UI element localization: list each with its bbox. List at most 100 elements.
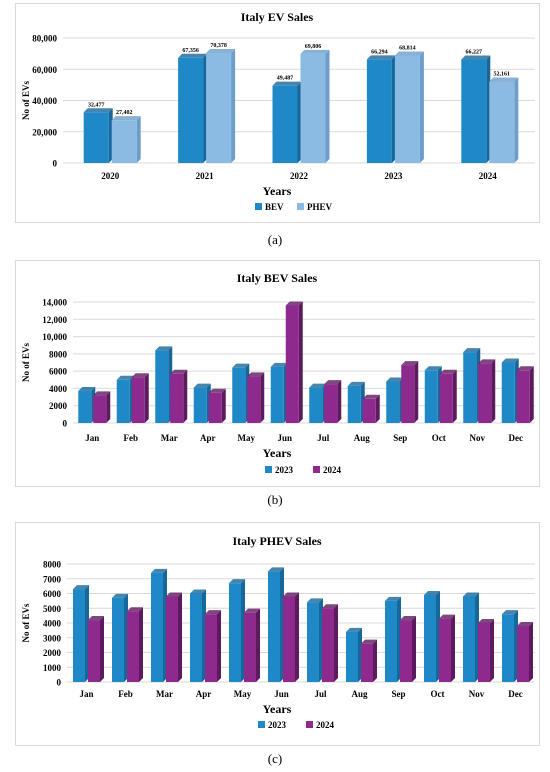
bar-top	[166, 592, 182, 597]
bar-bev-2022	[272, 85, 298, 163]
bar-top	[78, 387, 96, 392]
y-tick-label: 6000	[43, 589, 62, 599]
bar-top	[309, 383, 327, 388]
bar-side	[452, 369, 457, 423]
legend-label: 2024	[323, 465, 342, 475]
bar-top	[347, 381, 365, 386]
bar-side	[529, 366, 534, 423]
bar-top	[111, 116, 141, 121]
x-tick-label: 2024	[479, 171, 498, 181]
x-tick-label: Sep	[393, 433, 407, 443]
bar-2023-oct	[424, 594, 436, 682]
bar-2023-may	[229, 583, 241, 682]
data-label: 66,294	[371, 49, 388, 55]
bar-2023-dec	[501, 362, 515, 423]
y-tick-label: 10,000	[42, 332, 67, 342]
bar-top	[361, 639, 377, 644]
legend-label: 2023	[268, 720, 287, 730]
bar-top	[247, 372, 265, 377]
bar-2024-jan	[93, 395, 107, 423]
bar-2023-dec	[502, 614, 514, 682]
bar-side	[106, 391, 111, 423]
x-tick-label: 2023	[384, 171, 403, 181]
bar-side	[325, 49, 330, 163]
legend-swatch	[265, 466, 272, 473]
data-label: 70,378	[210, 43, 227, 49]
x-tick-label: Jun	[277, 433, 292, 443]
bar-top	[502, 610, 518, 615]
x-tick-label: Apr	[200, 433, 216, 443]
bar-2024-nov	[478, 623, 490, 682]
bar-top	[517, 621, 533, 626]
y-tick-label: 4000	[49, 384, 68, 394]
x-tick-label: Jan	[79, 689, 93, 699]
bar-top	[366, 55, 396, 60]
x-tick-label: Jan	[85, 433, 99, 443]
bar-top	[516, 366, 534, 371]
bar-side	[419, 51, 424, 163]
y-tick-label: 1000	[43, 663, 62, 673]
bar-2024-nov	[478, 363, 492, 423]
bar-2024-feb	[127, 611, 139, 682]
bar-top	[112, 593, 128, 598]
bar-2023-jul	[309, 387, 323, 423]
bar-2024-jun	[283, 596, 295, 682]
bar-2024-oct	[439, 373, 453, 423]
bar-bev-2023	[366, 59, 392, 163]
bar-phev-2020	[111, 120, 137, 163]
bar-side	[529, 621, 533, 682]
x-tick-label: Mar	[161, 433, 178, 443]
bar-top	[283, 592, 299, 597]
bar-2024-oct	[439, 618, 451, 682]
x-tick-label: Aug	[351, 689, 368, 699]
bar-2023-jan	[78, 391, 92, 423]
bar-2023-mar	[151, 572, 163, 682]
x-tick-label: Mar	[156, 689, 173, 699]
bar-2023-aug	[346, 631, 358, 682]
bar-side	[414, 361, 419, 423]
bar-2023-feb	[116, 379, 130, 423]
bar-side	[260, 372, 265, 423]
bar-bev-2024	[461, 59, 487, 164]
bar-top	[193, 383, 211, 388]
y-tick-label: 14,000	[42, 298, 67, 308]
bar-side	[491, 359, 496, 423]
bar-2023-apr	[190, 593, 202, 682]
y-tick-label: 12,000	[42, 315, 67, 325]
x-tick-label: Dec	[508, 689, 523, 699]
data-label: 32,477	[88, 102, 105, 108]
y-tick-label: 80,000	[32, 34, 57, 44]
bar-top	[270, 362, 288, 367]
bar-2024-dec	[516, 370, 530, 423]
y-tick-label: 7000	[43, 574, 62, 584]
bar-2023-sep	[386, 381, 400, 423]
x-tick-label: Feb	[118, 689, 133, 699]
bar-2023-apr	[193, 387, 207, 423]
legend-swatch	[258, 721, 265, 728]
bar-phev-2021	[206, 53, 232, 163]
x-tick-label: May	[234, 689, 252, 699]
bar-2023-sep	[385, 600, 397, 682]
bar-top	[232, 363, 250, 368]
bar-2024-dec	[517, 625, 529, 682]
bar-2023-feb	[112, 597, 124, 682]
data-label: 66,227	[466, 50, 483, 56]
legend-label: 2023	[275, 465, 294, 475]
bar-top	[322, 604, 338, 609]
bar-side	[295, 592, 299, 682]
bar-top	[170, 369, 188, 374]
bar-2024-jun	[285, 305, 299, 423]
bar-2023-mar	[155, 350, 169, 423]
bar-bev-2021	[178, 57, 204, 163]
legend-swatch	[313, 466, 320, 473]
bar-top	[478, 359, 496, 364]
bar-side	[144, 373, 149, 423]
y-tick-label: 0	[53, 159, 58, 169]
bar-top	[307, 598, 323, 603]
x-tick-label: Dec	[509, 433, 524, 443]
bar-2024-mar	[166, 596, 178, 682]
bar-side	[373, 639, 377, 682]
bar-side	[178, 592, 182, 682]
bar-side	[221, 388, 226, 423]
bar-top	[272, 81, 302, 86]
